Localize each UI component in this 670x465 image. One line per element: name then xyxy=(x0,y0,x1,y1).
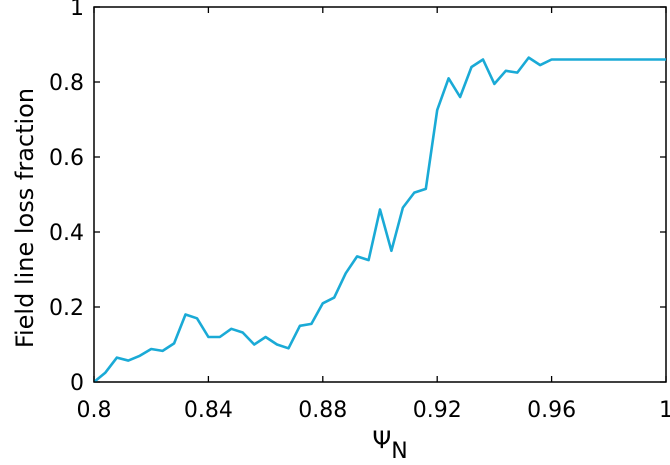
plot-frame xyxy=(93,6,667,383)
x-tick-label: 1 xyxy=(659,398,670,423)
y-tick-label: 1 xyxy=(70,0,84,21)
y-tick-label: 0.8 xyxy=(49,71,84,96)
x-tick-label: 0.96 xyxy=(527,398,576,423)
axes xyxy=(93,6,667,383)
y-tick-group: 0 0.2 0.4 0.6 0.8 1 xyxy=(49,0,666,396)
y-tick-label: 0.6 xyxy=(49,146,84,171)
x-tick-label: 0.8 xyxy=(77,398,112,423)
x-axis-label-symbol: Ψ xyxy=(372,426,391,454)
y-tick-label: 0 xyxy=(70,371,84,396)
x-tick-group: 0.8 0.84 0.88 0.92 0.96 1 xyxy=(77,7,670,423)
y-axis-label: Field line loss fraction xyxy=(11,88,39,348)
y-tick-label: 0.2 xyxy=(49,296,84,321)
x-tick-label: 0.84 xyxy=(184,398,233,423)
x-axis-label-subscript: N xyxy=(391,439,407,464)
data-series-line xyxy=(93,56,666,384)
x-axis-label: ΨN xyxy=(372,426,407,464)
plot-line-group xyxy=(93,56,666,384)
x-tick-label: 0.92 xyxy=(413,398,462,423)
y-tick-label: 0.4 xyxy=(49,221,84,246)
x-tick-label: 0.88 xyxy=(298,398,347,423)
